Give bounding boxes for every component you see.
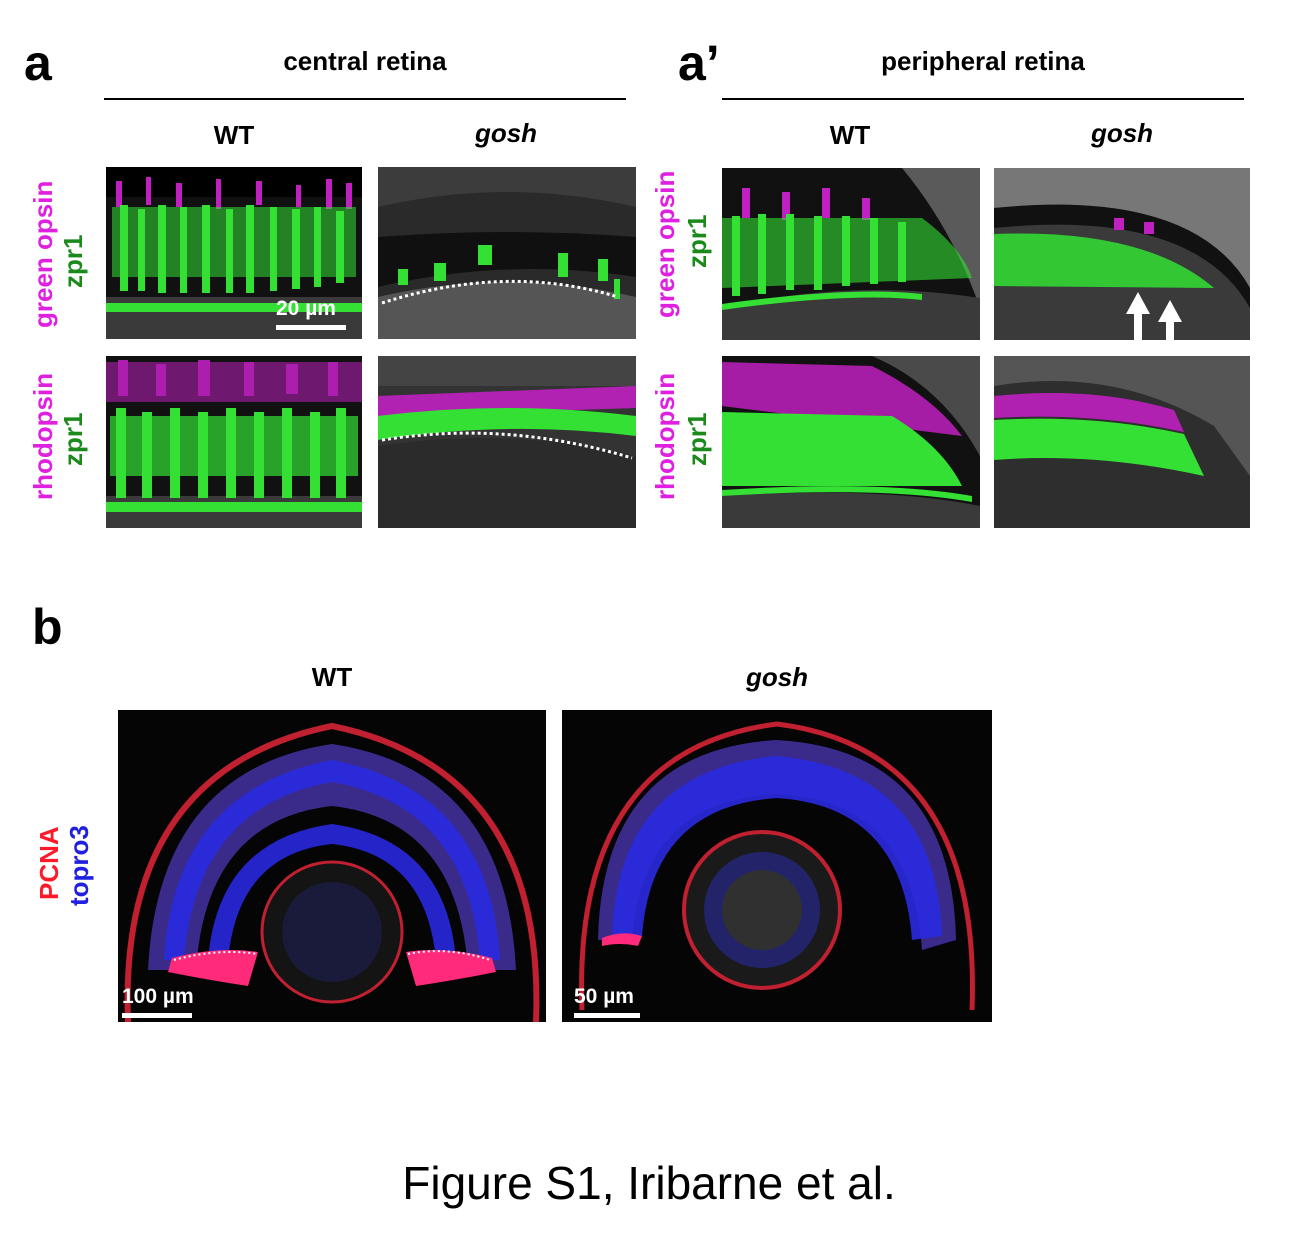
- panel-a-rule: [104, 98, 626, 100]
- panel-letter-a: a: [24, 35, 52, 91]
- arrow-icon-pair: [1126, 292, 1182, 342]
- panel-a-row1-label-2: zpr1: [58, 234, 88, 288]
- panel-a-prime-rule: [722, 98, 1244, 100]
- panel-a-col-gosh: gosh: [474, 118, 538, 148]
- micrograph-peripheral-gosh-rhodopsin: [994, 356, 1250, 528]
- scale-bar-100um: 100 µm: [122, 986, 194, 1018]
- panel-b-col-wt: WT: [311, 662, 353, 692]
- panel-a-prime-col-gosh: gosh: [1090, 118, 1154, 148]
- rhodopsin-label: rhodopsin: [28, 372, 58, 500]
- zpr1-label: zpr1: [58, 234, 88, 288]
- panel-b-row-label-2: topro3: [64, 825, 94, 906]
- scale-bar-line: [122, 1013, 192, 1018]
- panel-letter-a-prime: a’: [678, 35, 720, 91]
- rhodopsin-label: rhodopsin: [650, 372, 680, 500]
- panel-a-prime-col-wt: WT: [829, 120, 871, 150]
- micrograph-peripheral-wt-green-opsin: [722, 168, 980, 340]
- scale-bar-label: 100 µm: [122, 985, 194, 1008]
- micrograph-peripheral-wt-rhodopsin: [722, 356, 980, 528]
- panel-a-row2-label-2: zpr1: [58, 412, 88, 466]
- micrograph-central-gosh-rhodopsin: [378, 356, 636, 528]
- pcna-label: PCNA: [34, 826, 64, 900]
- panel-a-prime-row2-label: rhodopsin: [650, 372, 680, 500]
- micrograph-central-gosh-green-opsin: [378, 167, 636, 339]
- figure-caption: Figure S1, Iribarne et al.: [402, 1157, 896, 1209]
- arrow-up-icon: [1126, 292, 1150, 342]
- zpr1-label: zpr1: [682, 412, 712, 466]
- panel-a-prime-row1-label: green opsin: [650, 170, 680, 318]
- panel-a-prime-row1-label-2: zpr1: [682, 214, 712, 268]
- panel-a-prime-title: peripheral retina: [881, 46, 1085, 76]
- panel-a-row1-label: green opsin: [28, 180, 58, 328]
- panel-letter-b: b: [32, 599, 63, 655]
- scale-bar-line: [574, 1013, 640, 1018]
- panel-b-row-label: PCNA: [34, 826, 64, 900]
- micrograph-eye-gosh: [562, 710, 992, 1022]
- panel-b-col-gosh: gosh: [745, 662, 809, 692]
- zpr1-label: zpr1: [58, 412, 88, 466]
- topro3-label: topro3: [64, 825, 94, 906]
- panel-a-prime-row2-label-2: zpr1: [682, 412, 712, 466]
- panel-a-row2-label: rhodopsin: [28, 372, 58, 500]
- micrograph-central-wt-green-opsin: [106, 167, 362, 339]
- micrograph-eye-wt: [118, 710, 546, 1022]
- panel-a-col-wt: WT: [213, 120, 255, 150]
- arrow-up-icon: [1158, 300, 1182, 342]
- green-opsin-label: green opsin: [28, 180, 58, 328]
- micrograph-peripheral-gosh-green-opsin: [994, 168, 1250, 340]
- panel-a-title: central retina: [283, 46, 447, 76]
- micrograph-central-wt-rhodopsin: [106, 356, 362, 528]
- scale-bar-50um: 50 µm: [574, 986, 640, 1018]
- scale-bar-line: [276, 325, 346, 330]
- zpr1-label: zpr1: [682, 214, 712, 268]
- scale-bar-label: 20 µm: [276, 297, 336, 320]
- scale-bar-label: 50 µm: [574, 985, 634, 1008]
- scale-bar-20um: 20 µm: [276, 298, 346, 330]
- green-opsin-label: green opsin: [650, 170, 680, 318]
